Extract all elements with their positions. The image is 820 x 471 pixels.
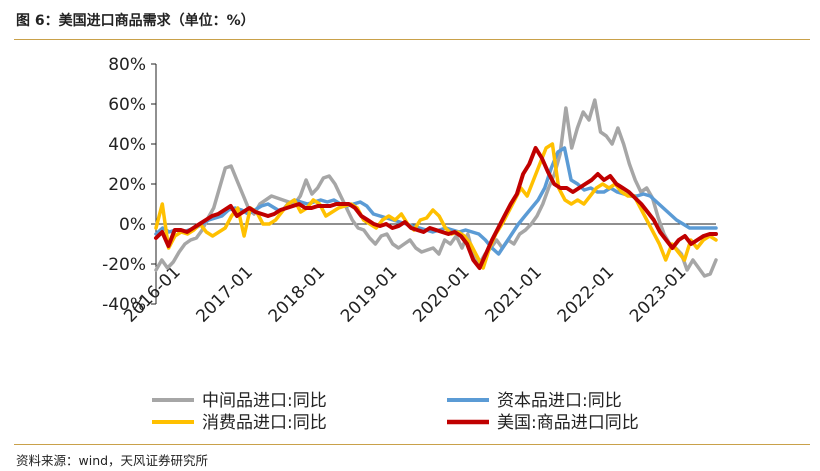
title-divider — [14, 39, 810, 40]
y-tick-label: 40% — [108, 135, 146, 155]
x-tick-label: 2019-01 — [337, 262, 401, 326]
x-tick-label: 2022-01 — [554, 262, 618, 326]
y-tick-label: 60% — [108, 95, 146, 115]
series-line — [154, 146, 718, 256]
legend-label: 资本品进口:同比 — [497, 391, 622, 411]
legend-label: 消费品进口:同比 — [202, 413, 327, 433]
y-tick-label: -20% — [102, 255, 146, 275]
x-tick-label: 2023-01 — [626, 262, 690, 326]
y-tick-label: 0% — [119, 215, 146, 235]
x-tick-label: 2021-01 — [482, 262, 546, 326]
y-tick-label: 80% — [108, 55, 146, 75]
series-line — [154, 98, 718, 278]
x-tick-label: 2018-01 — [265, 262, 329, 326]
series-line — [154, 146, 718, 270]
legend-label: 美国:商品进口同比 — [497, 413, 639, 433]
series-line — [154, 142, 718, 270]
source-divider — [14, 444, 810, 445]
source-note: 资料来源：wind，天风证券研究所 — [16, 453, 209, 468]
x-tick-label: 2017-01 — [193, 262, 257, 326]
x-tick-label: 2020-01 — [409, 262, 473, 326]
y-tick-label: -40% — [102, 295, 146, 315]
legend-label: 中间品进口:同比 — [202, 391, 327, 411]
figure-title: 图 6：美国进口商品需求（单位：%） — [16, 13, 255, 29]
y-tick-label: 20% — [108, 175, 146, 195]
